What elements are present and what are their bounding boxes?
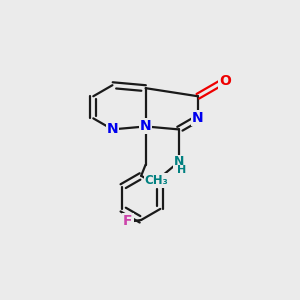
Text: O: O	[219, 74, 231, 88]
Text: N: N	[140, 119, 152, 134]
Text: CH₃: CH₃	[145, 174, 169, 187]
Text: N: N	[106, 122, 118, 136]
Text: H: H	[177, 165, 186, 175]
Text: N: N	[173, 155, 184, 168]
Text: N: N	[192, 111, 204, 125]
Text: F: F	[123, 214, 133, 228]
